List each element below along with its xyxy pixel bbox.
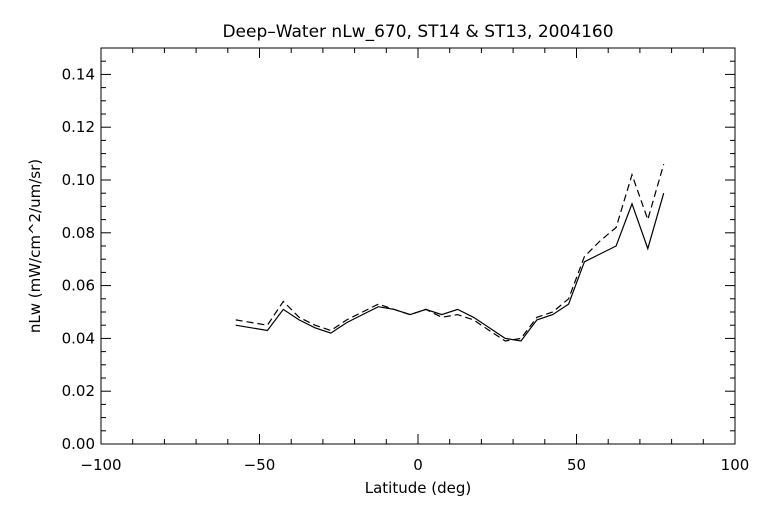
x-tick-label: 50 [567, 456, 586, 474]
x-axis-label: Latitude (deg) [365, 479, 471, 497]
series-line-dashed [235, 164, 665, 342]
y-tick-label: 0.10 [62, 171, 95, 189]
y-tick-label: 0.06 [62, 277, 95, 295]
y-tick-label: 0.12 [62, 118, 95, 136]
series-group [235, 164, 665, 342]
x-tick-label: 100 [721, 456, 750, 474]
y-tick-label: 0.02 [62, 382, 95, 400]
plot-frame [100, 47, 736, 445]
y-tick-label: 0.08 [62, 224, 95, 242]
x-axis: −100 −50 0 50 100 [80, 48, 749, 474]
series-line-solid [235, 193, 665, 342]
y-tick-label: 0.04 [62, 329, 95, 347]
x-tick-label: 0 [413, 456, 423, 474]
x-tick-label: −100 [80, 456, 121, 474]
plot-area [100, 47, 736, 445]
y-axis-label: nLw (mW/cm^2/um/sr) [26, 159, 44, 333]
y-tick-label: 0.00 [62, 435, 95, 453]
chart-title: Deep–Water nLw_670, ST14 & ST13, 2004160 [222, 22, 613, 42]
y-axis: 0.00 0.02 0.04 0.06 0.08 0.10 0.12 0.14 [62, 47, 735, 453]
x-tick-label: −50 [244, 456, 276, 474]
y-tick-label: 0.14 [62, 65, 95, 83]
